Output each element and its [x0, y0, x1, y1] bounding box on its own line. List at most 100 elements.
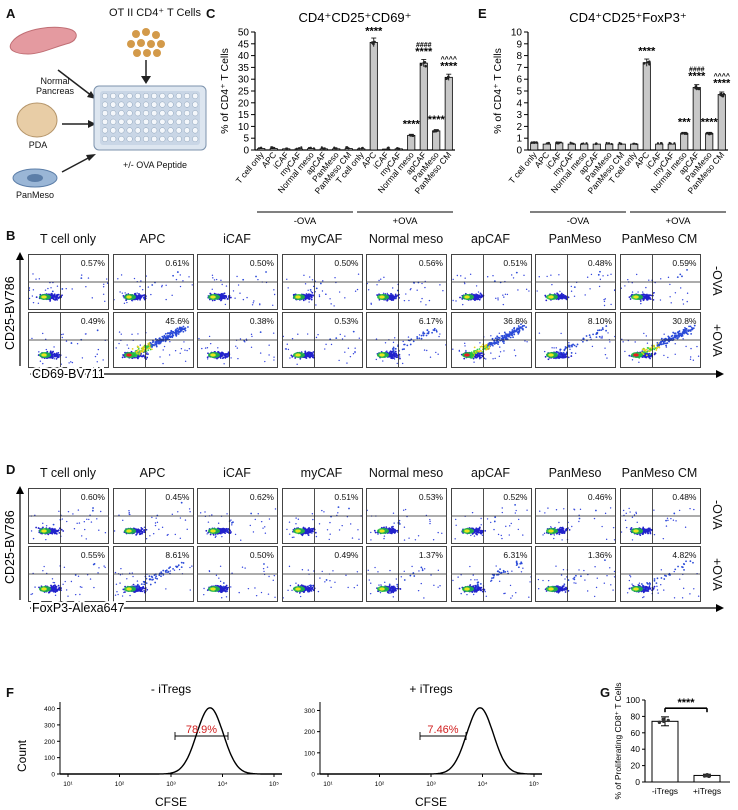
panel-d-ova-label: +OVA	[710, 558, 724, 591]
chart-c-annotation: ****	[403, 118, 421, 130]
panel-b-quadrant-percent: 0.61%	[165, 258, 190, 268]
chart-c-ytick: 10	[238, 122, 250, 133]
panel-d-flow-plot: 0.48%	[619, 488, 701, 544]
panel-d-column-title: myCAF	[300, 466, 343, 480]
chart-c-ytick: 15	[238, 110, 250, 121]
chart-e-ytick: 2	[516, 122, 522, 133]
hist-left-ytick: 100	[44, 755, 55, 762]
source-normal-pancreas: Normal Pancreas	[35, 76, 75, 96]
source-pda: PDA	[28, 140, 48, 150]
hist-left-xtick: 10³	[166, 781, 176, 788]
panel-d-quadrant-percent: 4.82%	[672, 550, 697, 560]
panel-d-quadrant-percent: 0.46%	[587, 492, 612, 502]
t-cell-cluster-icon	[127, 28, 165, 57]
chart-c-ytick: 45	[238, 39, 250, 50]
panel-d-column-title: PanMeso CM	[621, 466, 698, 480]
hist-left-ytick: 0	[51, 772, 55, 779]
chart-c-bar	[444, 76, 453, 151]
hist-right-ytick: 300	[304, 708, 315, 715]
chart-c-ytick: 25	[238, 87, 250, 98]
hist-right-ytick: 0	[311, 772, 315, 779]
chart-c-bar	[432, 130, 441, 151]
chart-e-annotation: ****	[638, 46, 656, 58]
panel-letter-a: A	[6, 6, 16, 21]
panel-b-quadrant-percent: 0.59%	[672, 258, 697, 268]
chart-g-ytick: 20	[631, 761, 641, 771]
chart-e-annotation: ****	[713, 78, 731, 90]
panel-d-column-title: APC	[139, 466, 166, 480]
chart-g-ylabel: % of Proliferating CD8⁺ T Cells	[613, 682, 623, 799]
chart-g: 0 20 40 60 80 100% of Proliferating CD8⁺ T Ce…	[613, 682, 730, 800]
panel-letter-g: G	[600, 685, 611, 700]
plate-label: +/- OVA Peptide	[122, 160, 188, 170]
panel-letter-b: B	[6, 228, 16, 243]
panel-b-quadrant-percent: 0.57%	[80, 258, 105, 268]
panel-b-flow-plot: 0.50%	[281, 254, 363, 310]
panel-b-flow-plot: 0.51%	[450, 254, 532, 310]
panel-b-column-title: T cell only	[39, 232, 97, 246]
chart-e-bar	[530, 142, 539, 151]
chart-g-ytick: 100	[626, 695, 640, 705]
chart-e-ytick: 6	[516, 75, 522, 86]
hist-right-gate-percent: 7.46%	[427, 724, 458, 736]
chart-c-annotation: ####	[416, 42, 432, 49]
panel-d-quadrant-percent: 0.45%	[165, 492, 190, 502]
hist-left-title: - iTregs	[151, 682, 191, 696]
chart-c-annotation: ****	[440, 60, 458, 72]
chart-e-annotation: ^^^^	[714, 73, 730, 81]
panel-d-flow-plot: 1.37%	[366, 546, 447, 602]
panel-d-flow-plot: 0.46%	[535, 488, 616, 544]
hist-left-xtick: 10²	[115, 781, 125, 788]
panel-d-quadrant-percent: 0.49%	[334, 550, 359, 560]
panel-d-column-title: iCAF	[223, 466, 251, 480]
hist-left-xtick: 10⁴	[217, 781, 227, 788]
panel-d-ova-label: -OVA	[710, 500, 724, 530]
chart-c-ytick: 50	[238, 28, 250, 39]
panel-d-column-title: PanMeso	[548, 466, 602, 480]
chart-g-ytick: 60	[631, 728, 641, 738]
chart-c-title: CD4⁺CD25⁺CD69⁺	[298, 10, 411, 25]
chart-e-group-label: +OVA	[666, 216, 692, 225]
chart-e-annotation: ***	[678, 116, 692, 128]
panel-d-flow-plot: 0.51%	[281, 488, 363, 544]
panel-b-flow-plot: 30.8%	[619, 312, 701, 368]
chart-c-annotation: ^^^^	[441, 55, 457, 63]
chart-g-bar	[651, 720, 679, 783]
panel-b-column-title: myCAF	[300, 232, 343, 246]
chart-e-ytick: 3	[516, 110, 522, 121]
panel-d-quadrant-percent: 0.51%	[334, 492, 359, 502]
chart-c-bar	[369, 41, 378, 151]
panel-b-yaxis-label: CD25-BV786	[3, 276, 17, 350]
panel-d-flow-plot: 0.52%	[450, 488, 532, 544]
panel-b-column-title: apCAF	[471, 232, 510, 246]
panel-d-flow-plot: 0.50%	[197, 546, 278, 602]
chart-c-annotation: ****	[365, 25, 383, 37]
chart-e-xtick: T cell only	[507, 149, 540, 185]
chart-c-bar	[419, 62, 428, 151]
schematic-a	[9, 26, 207, 188]
hist-right-ytick: 100	[304, 750, 315, 757]
chart-e-annotation: ****	[701, 116, 719, 128]
panel-d-flow-plot: 0.49%	[281, 546, 363, 602]
panel-b-quadrant-percent: 0.53%	[334, 316, 359, 326]
hist-ylabel: Count	[15, 739, 29, 772]
chart-c-bar	[382, 148, 391, 151]
panel-d-flow-plot: 8.61%	[112, 546, 194, 602]
chart-c-bar	[407, 134, 416, 151]
hist-right-curve	[320, 707, 542, 775]
panel-b-flow-plot: 0.59%	[619, 254, 701, 310]
chart-e-bar	[705, 133, 714, 151]
hist-left-xlabel: CFSE	[155, 795, 187, 809]
panel-b-column-title: PanMeso CM	[621, 232, 698, 246]
panel-d-flow-plot: 1.36%	[535, 546, 616, 602]
chart-e-annotation: ####	[689, 66, 705, 73]
panel-b-flow-plot: 0.61%	[112, 254, 194, 310]
chart-c-annotation: ****	[428, 114, 446, 126]
hist-right-xtick: 10²	[375, 781, 385, 788]
panel-d-quadrant-percent: 8.61%	[165, 550, 190, 560]
chart-c-ylabel: % of CD4⁺ T Cells	[219, 48, 231, 134]
hist-right-xtick: 10³	[426, 781, 436, 788]
panel-b-flow-plot: 0.53%	[281, 312, 363, 368]
hist-left-xtick: 10¹	[63, 781, 73, 788]
panel-b-flow-plot: 0.48%	[535, 254, 616, 310]
